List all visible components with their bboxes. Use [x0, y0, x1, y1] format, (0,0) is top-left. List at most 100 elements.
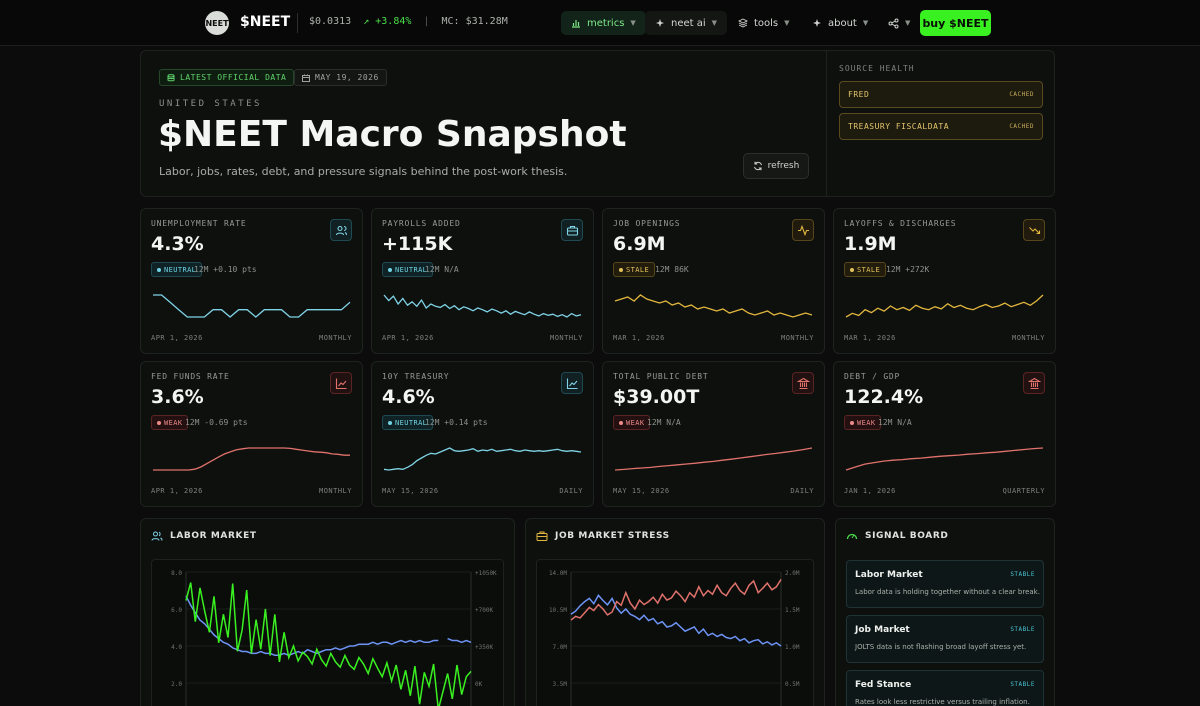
metric-card-unemployment-rate[interactable]: UNEMPLOYMENT RATE 4.3% NEUTRAL 12M +0.10… [140, 208, 363, 354]
buy-neet-button[interactable]: buy $NEET [920, 10, 991, 36]
status-dot [157, 267, 161, 272]
right-axis-tick: +1050K [475, 570, 497, 577]
nav-about-label: about [828, 17, 857, 29]
metric-frequency: DAILY [559, 487, 583, 495]
left-axis-tick: 2.0 [171, 681, 182, 688]
sparkline [845, 294, 1044, 318]
right-axis-tick: 0K [475, 681, 483, 688]
signal-status: STABLE [1010, 571, 1035, 578]
left-axis-tick: 4.0 [171, 644, 182, 651]
sparkline-path [153, 447, 350, 471]
signal-card-fed-stance[interactable]: Fed Stance STABLE Rates look less restri… [846, 670, 1044, 706]
nav-neet-ai-label: neet ai [671, 17, 706, 29]
right-axis-tick: 0.5M [785, 681, 800, 688]
latest-data-badge: LATEST OFFICIAL DATA [159, 69, 295, 86]
activity-icon [797, 224, 809, 236]
metric-card-payrolls-added[interactable]: PAYROLLS ADDED +115K NEUTRAL 12M N/A APR… [371, 208, 594, 354]
metric-value: 4.3% [151, 233, 204, 255]
brand-name[interactable]: $NEET [240, 14, 291, 30]
sparkline [614, 447, 813, 471]
metric-icon-badge [792, 219, 814, 241]
nav-tools-menu[interactable]: tools ▼ [728, 11, 800, 35]
price-ticker: $0.0313 ↗ +3.84% | MC: $31.28M [309, 16, 508, 27]
briefcase-icon [566, 225, 578, 236]
right-axis-tick: 2.0M [785, 570, 800, 577]
signal-description: Rates look less restrictive versus trail… [855, 698, 1030, 706]
metric-frequency: MONTHLY [549, 334, 583, 342]
left-axis-tick: 14.0M [549, 570, 567, 577]
sparkline-path [614, 294, 813, 318]
line-chart-icon [335, 378, 346, 389]
status-badge: STALE [844, 262, 887, 277]
metric-label: TOTAL PUBLIC DEBT [613, 372, 709, 381]
status-badge: NEUTRAL [382, 415, 434, 430]
metric-change: 12M N/A [878, 418, 912, 427]
sparkline [383, 294, 582, 318]
metric-frequency: MONTHLY [318, 334, 352, 342]
nav-neet-ai-menu[interactable]: neet ai ▼ [645, 11, 728, 35]
series-line [447, 637, 472, 644]
chevron-down-icon: ▼ [711, 19, 718, 27]
metric-frequency: DAILY [790, 487, 814, 495]
metric-card-job-openings[interactable]: JOB OPENINGS 6.9M STALE 12M 86K MAR 1, 2… [602, 208, 825, 354]
database-icon [167, 73, 175, 81]
nav-metrics-menu[interactable]: metrics ▼ [561, 11, 646, 35]
status-dot [619, 420, 623, 425]
metric-date: MAY 15, 2026 [613, 487, 670, 495]
labor-market-panel: LABOR MARKET 8.0 +1050K 6.0 +700K 4.0 +350K 2.… [140, 518, 515, 706]
source-treasury[interactable]: TREASURY FISCALDATA CACHED [839, 113, 1043, 140]
sparkline-path [153, 294, 351, 318]
metric-card-fed-funds-rate[interactable]: FED FUNDS RATE 3.6% WEAK 12M -0.69 pts A… [140, 361, 363, 507]
nav-about-menu[interactable]: about ▼ [802, 11, 878, 35]
series-line [185, 595, 439, 657]
bar-chart-icon [572, 20, 580, 28]
status-label: NEUTRAL [395, 265, 428, 274]
signal-board-title: SIGNAL BOARD [846, 530, 948, 542]
sparkline [845, 447, 1044, 471]
metric-label: 10Y TREASURY [382, 372, 450, 381]
metric-card-total-public-debt[interactable]: TOTAL PUBLIC DEBT $39.00T WEAK 12M N/A M… [602, 361, 825, 507]
right-axis-tick: 1.5M [785, 607, 800, 614]
nav-tools-label: tools [754, 17, 779, 29]
metric-icon-badge [561, 219, 583, 241]
metric-card-layoffs-discharges[interactable]: LAYOFFS & DISCHARGES 1.9M STALE 12M +272… [833, 208, 1056, 354]
metric-change: 12M +272K [886, 265, 930, 274]
trend-up-icon: ↗ [363, 16, 370, 27]
metric-card-10y-treasury[interactable]: 10Y TREASURY 4.6% NEUTRAL 12M +0.14 pts … [371, 361, 594, 507]
sparkline [383, 447, 582, 471]
job-stress-chart[interactable]: 14.0M2.0M10.5M1.5M7.0M1.0M3.5M0.5M0.0M0.… [536, 559, 814, 706]
share-menu[interactable]: ▼ [878, 11, 920, 35]
signal-card-labor-market[interactable]: Labor Market STABLE Labor data is holdin… [846, 560, 1044, 608]
metric-value: 1.9M [844, 233, 897, 255]
signal-board-panel: SIGNAL BOARD Labor Market STABLE Labor d… [835, 518, 1055, 706]
bank-icon [1027, 377, 1041, 389]
status-label: STALE [626, 265, 650, 274]
signal-title: Job Market [855, 625, 910, 635]
source-fred[interactable]: FRED CACHED [839, 81, 1043, 108]
metric-icon-badge [1023, 219, 1045, 241]
metric-label: DEBT / GDP [844, 372, 901, 381]
trend-down-icon [1028, 226, 1040, 234]
metric-icon-badge [561, 372, 583, 394]
metric-card-debt-gdp[interactable]: DEBT / GDP 122.4% WEAK 12M N/A JAN 1, 20… [833, 361, 1056, 507]
sparkline [614, 294, 813, 318]
metric-value: +115K [382, 233, 453, 255]
metric-date: APR 1, 2026 [151, 487, 203, 495]
sparkline-path [845, 294, 1044, 318]
metric-frequency: QUARTERLY [1002, 487, 1045, 495]
status-badge: WEAK [151, 415, 189, 430]
refresh-button[interactable]: refresh [743, 153, 809, 179]
metric-date: MAR 1, 2026 [844, 334, 896, 342]
neet-logo[interactable]: NEET [205, 11, 229, 35]
job-stress-label: JOB MARKET STRESS [555, 531, 670, 541]
source-name: TREASURY FISCALDATA [848, 122, 950, 131]
labor-market-chart[interactable]: 8.0+1050K6.0+700K4.0+350K2.00K0.0-350KAp… [151, 559, 504, 706]
signal-card-job-market[interactable]: Job Market STABLE JOLTS data is not flas… [846, 615, 1044, 663]
left-axis-tick: 6.0 [171, 607, 182, 614]
metric-date: APR 1, 2026 [382, 334, 434, 342]
refresh-label: refresh [767, 161, 800, 171]
status-dot [388, 420, 392, 425]
status-badge: WEAK [844, 415, 882, 430]
line-chart-icon [566, 378, 577, 389]
status-dot [157, 420, 161, 425]
